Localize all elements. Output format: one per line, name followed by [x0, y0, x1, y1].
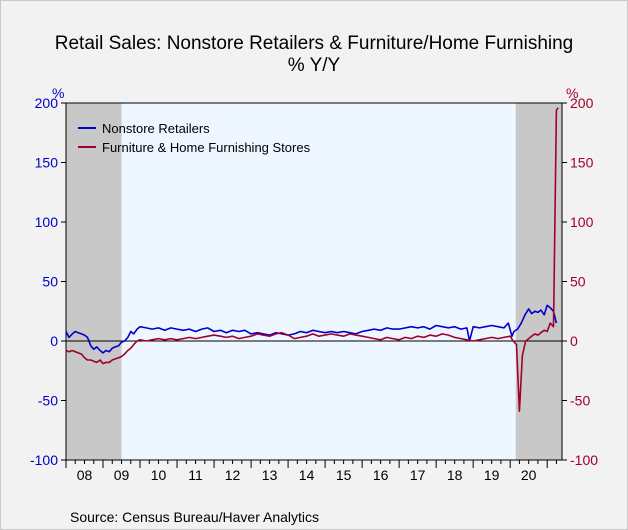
y-tick-label-left: -100 [30, 452, 58, 468]
y-tick-label-right: -50 [570, 393, 590, 409]
y-tick-label-left: 200 [35, 95, 59, 111]
x-tick-label: 10 [151, 467, 167, 483]
y-tick-label-right: 150 [570, 155, 594, 171]
plot-area [66, 103, 562, 460]
y-tick-label-right: 100 [570, 214, 594, 230]
chart-title: Retail Sales: Nonstore Retailers & Furni… [54, 33, 574, 54]
x-tick-label: 11 [188, 467, 203, 483]
y-tick-label-left: 0 [50, 333, 58, 349]
x-tick-label: 16 [373, 467, 389, 483]
x-tick-label: 08 [77, 467, 93, 483]
x-tick-label: 09 [114, 467, 130, 483]
source-note: Source: Census Bureau/Haver Analytics [70, 509, 320, 525]
x-tick-label: 15 [336, 467, 352, 483]
x-tick-label: 18 [447, 467, 463, 483]
x-tick-label: 19 [484, 467, 500, 483]
y-tick-label-right: -100 [570, 452, 598, 468]
recession-band [66, 103, 122, 460]
x-tick-label: 17 [410, 467, 426, 483]
series-line-1 [65, 107, 559, 412]
y-tick-label-left: 150 [35, 155, 59, 171]
y-axis-label-right: % [566, 85, 578, 101]
y-tick-label-right: 0 [570, 333, 578, 349]
legend-label-0: Nonstore Retailers [102, 121, 210, 136]
x-tick-label: 14 [299, 467, 315, 483]
y-tick-label-left: 50 [42, 274, 58, 290]
y-tick-label-right: 200 [570, 95, 594, 111]
y-tick-label-left: -50 [38, 393, 58, 409]
y-tick-label-right: 50 [570, 274, 586, 290]
y-axis-label-left: % [52, 85, 64, 101]
series-line-0 [65, 304, 558, 354]
x-tick-label: 12 [225, 467, 241, 483]
x-tick-label: 20 [521, 467, 537, 483]
legend-label-1: Furniture & Home Furnishing Stores [102, 140, 311, 155]
chart-subtitle: % Y/Y [287, 55, 341, 76]
y-tick-label-left: 100 [35, 214, 59, 230]
x-tick-label: 13 [262, 467, 278, 483]
